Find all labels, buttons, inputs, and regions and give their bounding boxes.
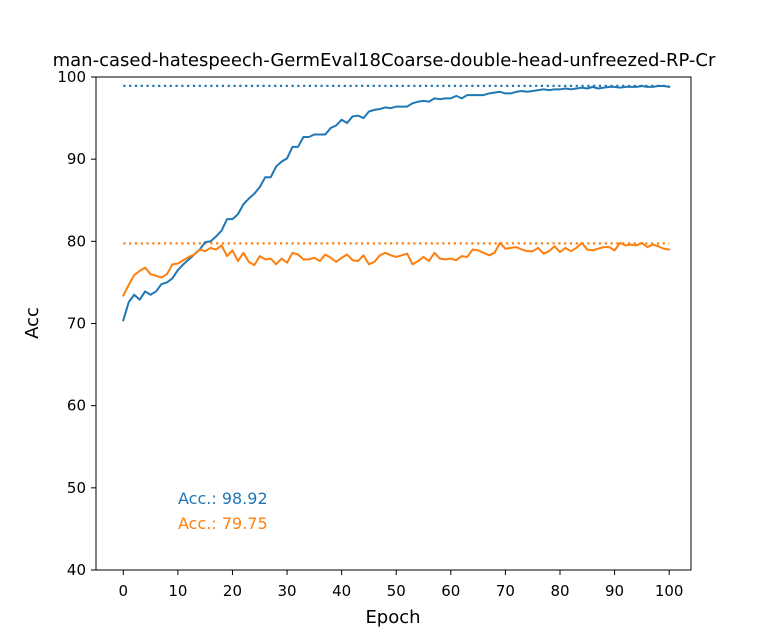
- y-tick-label: 100: [57, 68, 86, 86]
- x-tick-label: 50: [387, 582, 406, 600]
- y-tick-label: 50: [67, 479, 86, 497]
- x-axis-label: Epoch: [365, 607, 420, 628]
- series-1-line: [122, 85, 671, 322]
- x-tick-label: 40: [332, 582, 351, 600]
- y-tick-label: 70: [67, 315, 86, 333]
- x-tick-label: 100: [655, 582, 684, 600]
- y-tick-label: 60: [67, 397, 86, 415]
- x-tick-label: 90: [605, 582, 624, 600]
- x-tick-label: 60: [441, 582, 460, 600]
- x-tick-label: 70: [496, 582, 515, 600]
- y-tick-label: 40: [67, 561, 86, 579]
- plot-area: 0 10 20 30 40 50 60 70 80 90 100 40 50 60 70 80 90 100: [57, 68, 692, 600]
- chart-title: man-cased-hatespeech-GermEval18Coarse-do…: [53, 50, 716, 71]
- series-1-best-accuracy-label: Acc.: 98.92: [178, 489, 268, 508]
- x-tick-label: 0: [119, 582, 129, 600]
- x-tick-label: 30: [278, 582, 297, 600]
- y-tick-label: 80: [67, 232, 86, 250]
- x-tick-label: 10: [168, 582, 187, 600]
- y-axis-label: Acc: [22, 307, 43, 339]
- series-2-best-accuracy-label: Acc.: 79.75: [178, 514, 268, 533]
- x-tick-label: 20: [223, 582, 242, 600]
- y-tick-label: 90: [67, 150, 86, 168]
- x-tick-label: 80: [550, 582, 569, 600]
- series-2-line: [121, 241, 671, 297]
